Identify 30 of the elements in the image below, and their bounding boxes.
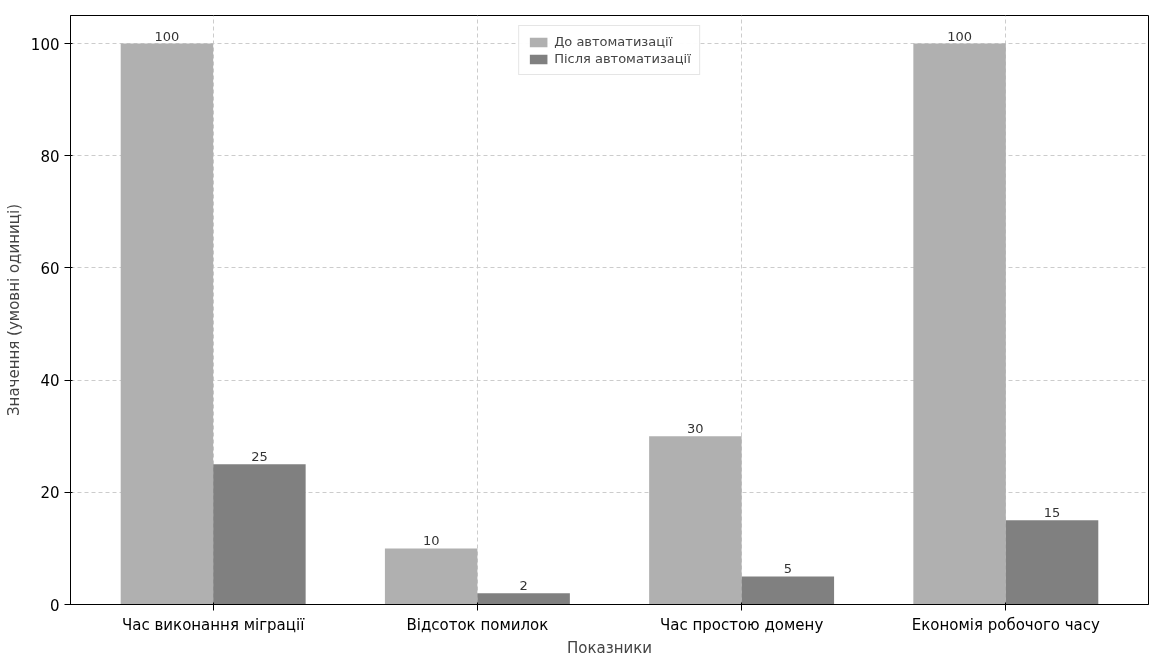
y-tick-label: 80 <box>40 147 60 166</box>
bar <box>913 43 1006 605</box>
bar <box>120 43 214 605</box>
y-tick-label: 100 <box>30 35 60 54</box>
data-label: 2 <box>519 578 528 594</box>
bar <box>649 436 742 605</box>
y-axis-title: Значення (умовні одиниці) <box>4 204 23 416</box>
bar <box>384 548 478 605</box>
y-tick-label: 60 <box>40 259 60 278</box>
data-label: 100 <box>154 28 180 44</box>
data-label: 10 <box>422 533 440 549</box>
x-tick-label: Відсоток помилок <box>406 615 549 634</box>
bar <box>213 464 306 605</box>
bar <box>477 593 570 605</box>
bar <box>741 576 835 605</box>
x-tick-label: Час виконання міграції <box>122 615 306 634</box>
x-tick-label: Час простою домену <box>659 615 824 634</box>
y-tick-label: 0 <box>49 596 60 615</box>
data-label: 100 <box>947 28 973 44</box>
y-tick-label: 20 <box>40 484 60 503</box>
data-label: 5 <box>783 561 792 577</box>
data-label: 30 <box>687 421 704 437</box>
x-axis-title: Показники <box>566 638 653 657</box>
y-tick-label: 40 <box>40 372 60 391</box>
data-label: 25 <box>251 449 268 465</box>
legend-label: Після автоматизації <box>554 51 691 66</box>
x-tick-label: Економія робочого часу <box>911 615 1101 634</box>
bar <box>1005 520 1099 605</box>
legend-label: До автоматизації <box>554 34 673 49</box>
data-label: 15 <box>1043 505 1061 521</box>
